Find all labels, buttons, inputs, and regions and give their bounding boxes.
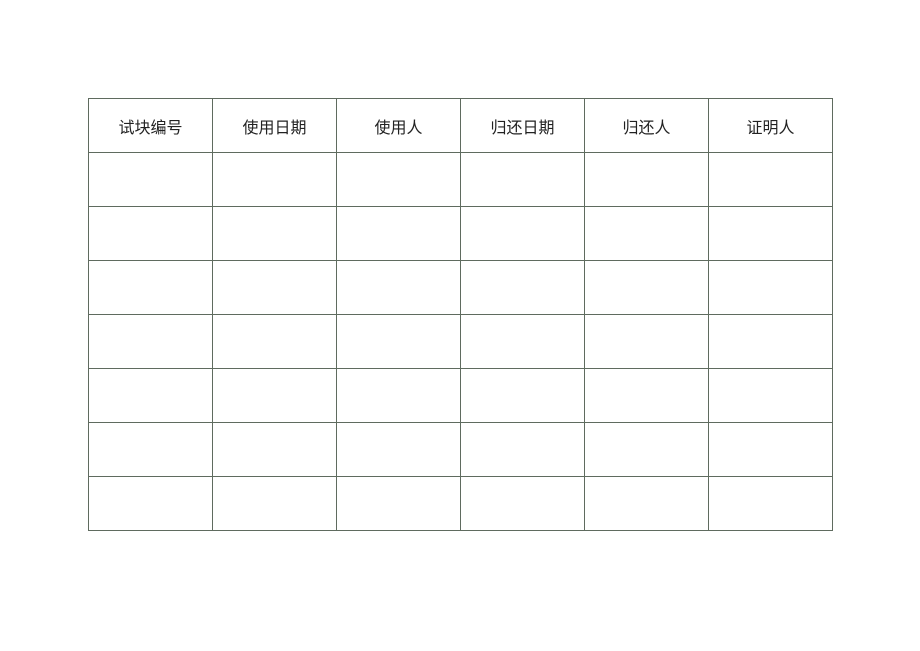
table-cell	[584, 476, 709, 531]
table-cell	[88, 206, 213, 261]
table-cell	[460, 368, 585, 423]
table-cell	[584, 314, 709, 369]
table-row	[88, 368, 833, 423]
table-cell	[708, 314, 833, 369]
header-row: 试块编号 使用日期 使用人 归还日期 归还人 证明人	[88, 98, 833, 153]
table-cell	[584, 206, 709, 261]
table-cell	[708, 422, 833, 477]
table-cell	[336, 476, 461, 531]
table-cell	[460, 476, 585, 531]
table-cell	[708, 368, 833, 423]
column-header: 归还人	[584, 98, 709, 153]
table-cell	[88, 476, 213, 531]
table-cell	[88, 260, 213, 315]
table-cell	[708, 476, 833, 531]
column-header: 试块编号	[88, 98, 213, 153]
column-header: 归还日期	[460, 98, 585, 153]
table-cell	[336, 152, 461, 207]
table-cell	[88, 152, 213, 207]
table-cell	[460, 206, 585, 261]
table-row	[88, 152, 833, 207]
table-cell	[212, 206, 337, 261]
table-cell	[336, 260, 461, 315]
table-cell	[212, 260, 337, 315]
table-row	[88, 314, 833, 369]
table-row	[88, 422, 833, 477]
column-header: 证明人	[708, 98, 833, 153]
table-cell	[460, 260, 585, 315]
table-cell	[88, 368, 213, 423]
table-cell	[212, 314, 337, 369]
table-cell	[584, 152, 709, 207]
table-cell	[336, 422, 461, 477]
column-header: 使用人	[336, 98, 461, 153]
table-cell	[584, 260, 709, 315]
table-cell	[708, 152, 833, 207]
table-cell	[708, 206, 833, 261]
table-cell	[460, 314, 585, 369]
table-cell	[212, 368, 337, 423]
table-cell	[584, 368, 709, 423]
table-row	[88, 206, 833, 261]
table-cell	[336, 206, 461, 261]
table-cell	[88, 422, 213, 477]
usage-record-table: 试块编号 使用日期 使用人 归还日期 归还人 证明人	[88, 98, 833, 531]
table-cell	[212, 476, 337, 531]
table-cell	[336, 314, 461, 369]
table-cell	[88, 314, 213, 369]
table-row	[88, 260, 833, 315]
column-header: 使用日期	[212, 98, 337, 153]
table-cell	[212, 152, 337, 207]
table-cell	[708, 260, 833, 315]
table-cell	[460, 422, 585, 477]
table-cell	[584, 422, 709, 477]
table-cell	[212, 422, 337, 477]
table-cell	[336, 368, 461, 423]
table-cell	[460, 152, 585, 207]
table-row	[88, 476, 833, 531]
